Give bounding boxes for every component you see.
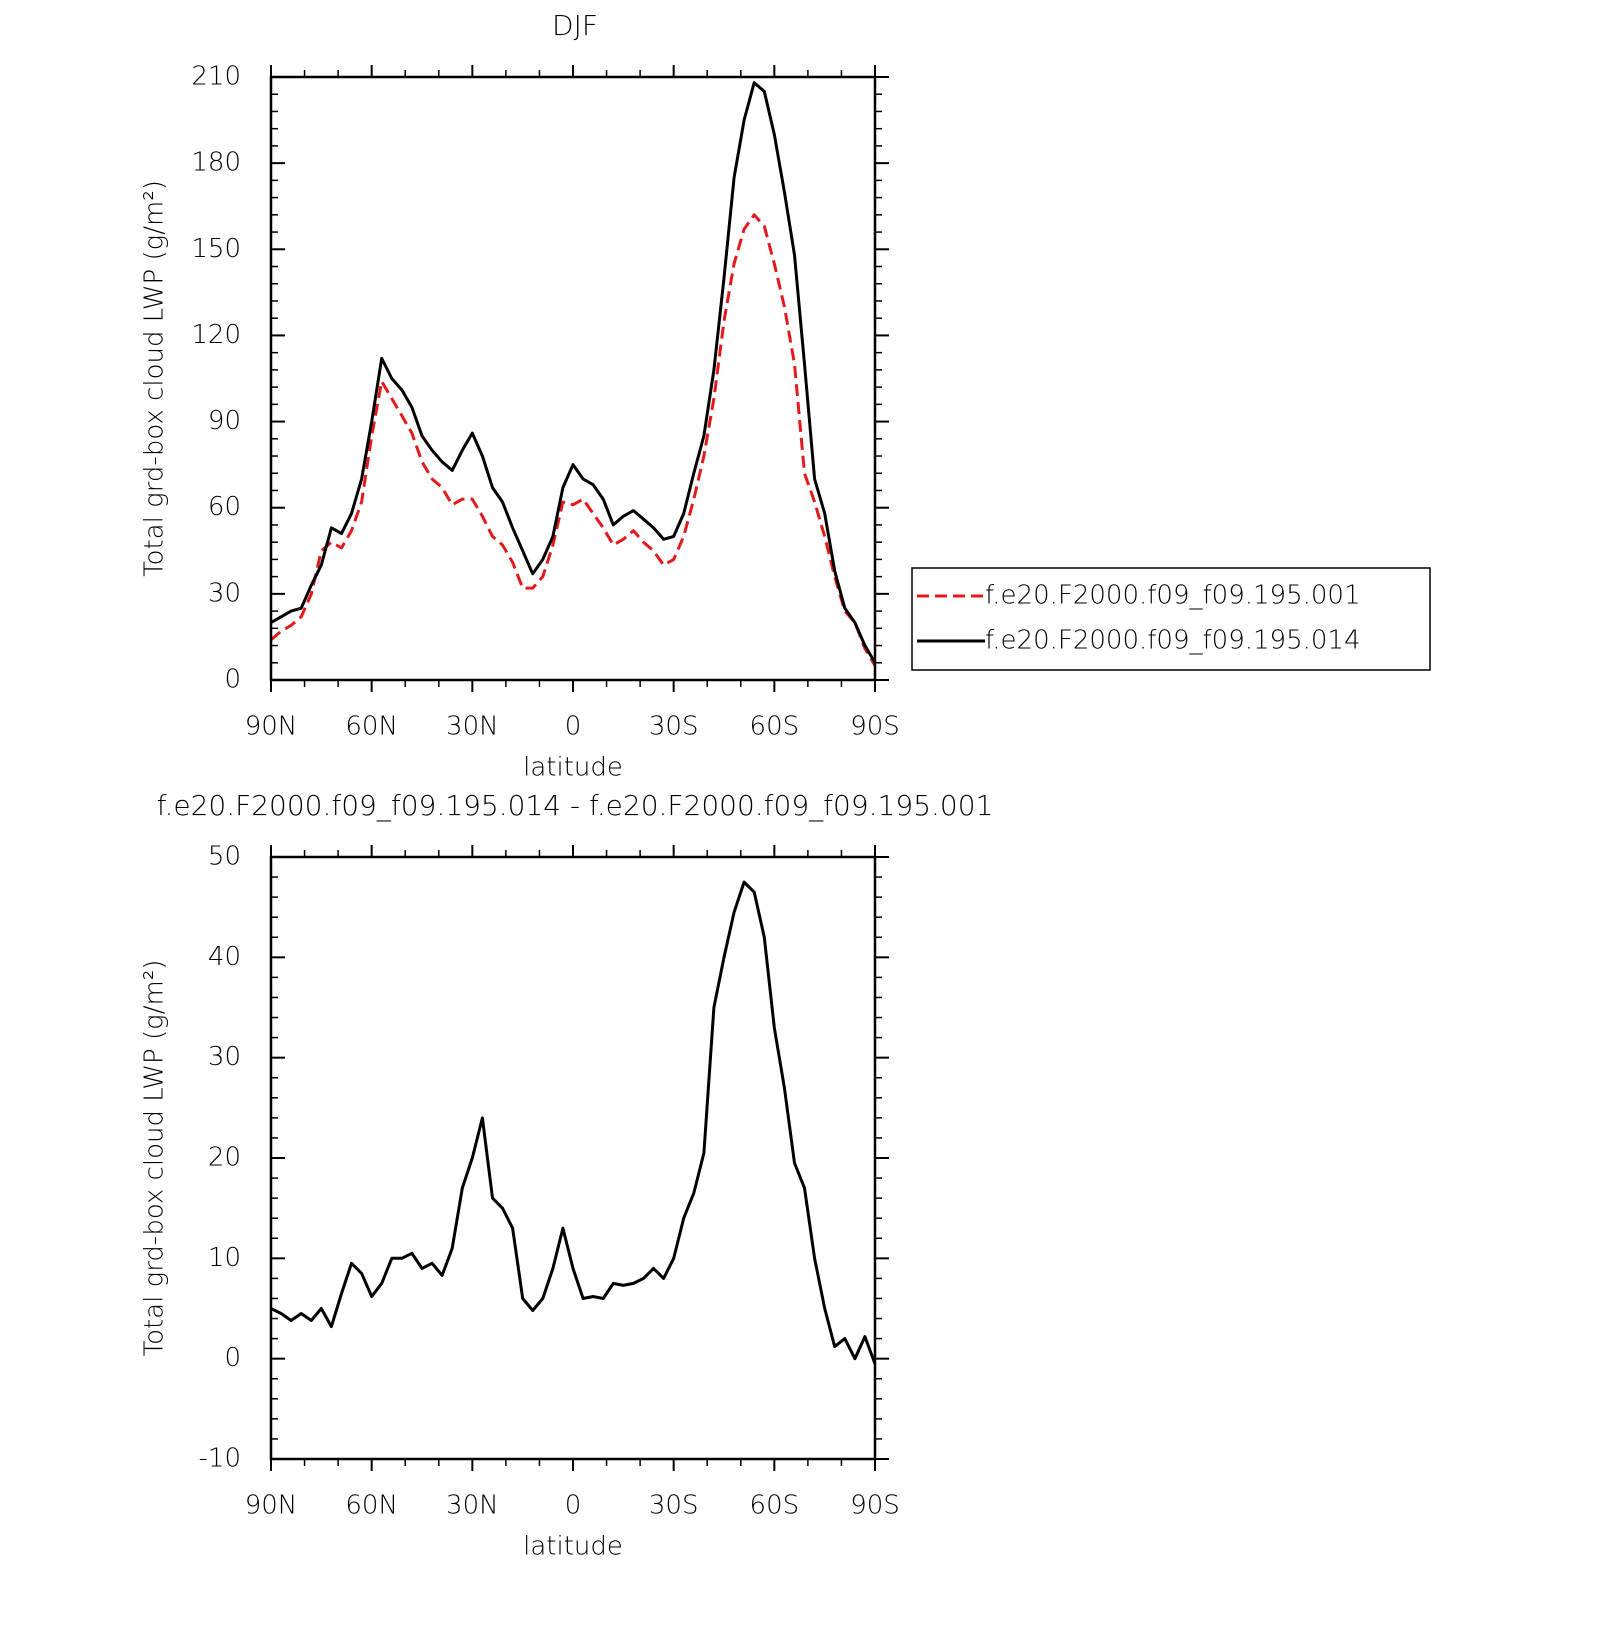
legend-box — [911, 567, 1431, 671]
data-line — [270, 213, 877, 667]
legend-label: f.e20.F2000.f09_f09.195.001 — [985, 581, 1361, 611]
x-tick-label: 90S — [850, 712, 900, 742]
y-tick-label: 30 — [208, 578, 241, 608]
x-tick-label: 30S — [649, 1491, 699, 1521]
y-tick-label: 0 — [224, 1343, 241, 1373]
x-tick-label: 60S — [750, 1491, 800, 1521]
x-tick-label: 30S — [649, 712, 699, 742]
plot-frame — [269, 75, 877, 682]
chart-title: DJF — [552, 9, 598, 42]
x-tick-label: 90N — [245, 1491, 298, 1521]
x-tick-label: 90S — [850, 1491, 900, 1521]
y-tick-label: 90 — [208, 406, 241, 436]
y-tick-label: 20 — [208, 1143, 241, 1173]
y-tick-label: 60 — [208, 492, 241, 522]
y-tick-label: 180 — [191, 148, 241, 178]
x-tick-label: 90N — [245, 712, 298, 742]
y-tick-label: 0 — [224, 665, 241, 695]
x-tick-label: 30N — [446, 712, 499, 742]
data-line — [270, 880, 877, 1365]
data-line — [270, 81, 877, 664]
x-axis-label: latitude — [523, 753, 623, 783]
legend-label: f.e20.F2000.f09_f09.195.014 — [985, 626, 1361, 656]
x-tick-label: 0 — [565, 712, 582, 742]
y-axis-label: Total grd-box cloud LWP (g/m²) — [140, 180, 170, 577]
x-tick-label: 60N — [345, 712, 398, 742]
x-tick-label: 0 — [565, 1491, 582, 1521]
y-tick-label: 40 — [208, 942, 241, 972]
x-axis-label: latitude — [523, 1532, 623, 1562]
y-tick-label: 30 — [208, 1042, 241, 1072]
y-tick-label: 10 — [208, 1243, 241, 1273]
x-tick-label: 30N — [446, 1491, 499, 1521]
chart-title: f.e20.F2000.f09_f09.195.014 - f.e20.F200… — [157, 789, 994, 823]
plot-frame — [269, 855, 877, 1461]
y-tick-label: 120 — [191, 320, 241, 350]
x-tick-label: 60N — [345, 1491, 398, 1521]
y-tick-label: 210 — [191, 62, 241, 92]
y-tick-label: 50 — [208, 842, 241, 872]
x-tick-label: 60S — [750, 712, 800, 742]
y-tick-label: 150 — [191, 234, 241, 264]
y-tick-label: -10 — [199, 1444, 241, 1474]
y-axis-label: Total grd-box cloud LWP (g/m²) — [140, 960, 170, 1357]
